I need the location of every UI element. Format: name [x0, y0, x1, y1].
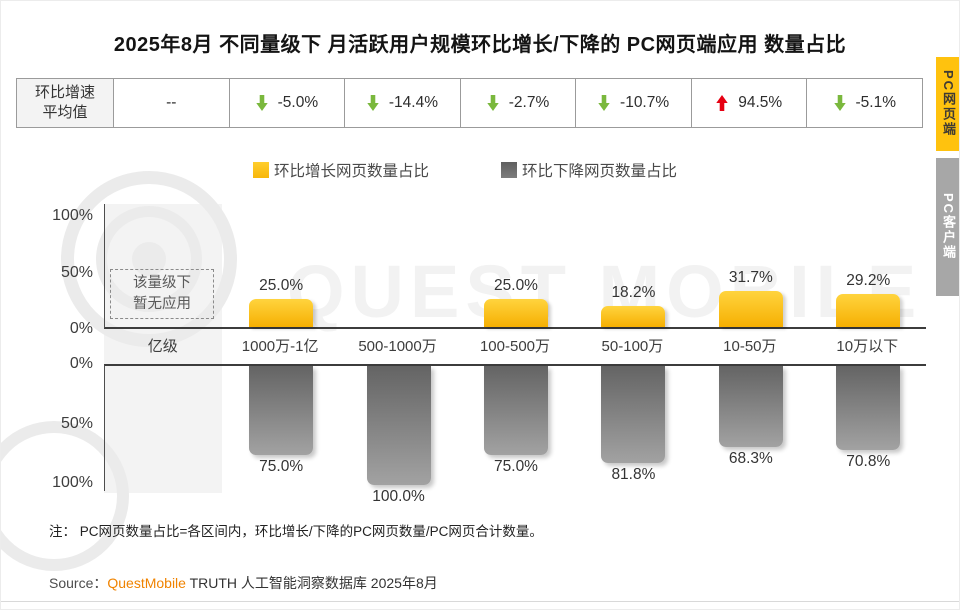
arrow-down-icon: [255, 95, 268, 111]
y-tick-label: 0%: [69, 355, 93, 372]
summary-value: --: [166, 94, 177, 111]
bottom-divider: [1, 601, 959, 602]
decline-bar: [601, 366, 666, 464]
arrow-down-icon: [833, 95, 846, 111]
source-line: Source：QuestMobile TRUTH 人工智能洞察数据库 2025年…: [49, 573, 438, 593]
growth-value-label: 18.2%: [611, 284, 656, 302]
source-brand: QuestMobile: [107, 575, 186, 591]
footnote: 注： PC网页数量占比=各区间内，环比增长/下降的PC网页数量/PC网页合计数量…: [49, 524, 543, 539]
summary-cell-2: -14.4%: [344, 79, 460, 127]
arrow-down-icon: [598, 95, 610, 111]
growth-bar: [484, 298, 548, 327]
summary-value: -5.1%: [855, 94, 897, 111]
growth-bar: [249, 298, 314, 327]
tab-pc-client[interactable]: PC客户端: [936, 158, 959, 296]
tab-pc-web-label: PC网页端: [941, 70, 956, 138]
y-tick-label: 0%: [69, 320, 93, 337]
category-axis: 亿级 1000万-1亿 500-1000万 100-500万 50-100万 10-50万…: [104, 335, 926, 359]
decline-value-label: 75.0%: [259, 458, 304, 476]
category-label: 10-50万: [723, 338, 777, 355]
category-label: 1000万-1亿: [241, 338, 319, 355]
arrow-up-icon: [716, 95, 728, 111]
decline-value-label: 75.0%: [494, 458, 538, 476]
growth-bar: [601, 306, 666, 327]
category-label: 50-100万: [601, 338, 664, 355]
arrow-down-icon: [487, 95, 499, 111]
source-suffix: TRUTH 人工智能洞察数据库 2025年8月: [185, 575, 438, 591]
avg-growth-table: 环比增速 平均值 -- -5.0% -14.4% -2.7% -10.7% 94.5% -5…: [16, 78, 923, 128]
watermark-logo-inner-ring: [96, 206, 202, 312]
page-title: 2025年8月 不同量级下 月活跃用户规模环比增长/下降的 PC网页端应用 数量…: [113, 34, 847, 56]
decline-bar: [249, 366, 314, 456]
avg-growth-header-line1: 环比增速: [34, 84, 95, 101]
summary-cell-6: -5.1%: [806, 79, 922, 127]
tab-pc-web[interactable]: PC网页端: [936, 57, 959, 151]
growth-swatch-icon: [252, 162, 269, 178]
summary-cell-3: -2.7%: [459, 79, 576, 127]
bottom-plot: 75.0% 100.0% 75.0% 81.8% 68.3% 70.8%: [104, 364, 926, 505]
growth-value-label: 31.7%: [728, 269, 773, 287]
decline-value-label: 81.8%: [611, 466, 656, 484]
decline-value-label: 100.0%: [372, 488, 425, 505]
legend-label-decline: 环比下降网页数量占比: [522, 163, 678, 180]
category-label: 10万以下: [836, 338, 899, 355]
avg-growth-header-line2: 平均值: [42, 104, 88, 121]
legend: 环比增长网页数量占比 环比下降网页数量占比: [1, 159, 929, 181]
no-apps-note-line2: 暂无应用: [133, 296, 191, 312]
summary-values: -- -5.0% -14.4% -2.7% -10.7% 94.5% -5.1%: [113, 79, 922, 127]
avg-growth-table-header: 环比增速 平均值: [17, 79, 113, 127]
growth-bar: [836, 294, 901, 327]
summary-cell-1: -5.0%: [228, 79, 345, 127]
summary-value: 94.5%: [738, 94, 783, 111]
no-apps-note: 该量级下 暂无应用: [110, 269, 214, 319]
top-plot: 25.0% 25.0% 18.2% 31.7% 29.2%: [104, 204, 926, 329]
no-apps-note-line1: 该量级下: [133, 275, 191, 291]
decline-bar: [366, 366, 431, 485]
summary-value: -10.7%: [620, 94, 670, 111]
growth-value-label: 25.0%: [259, 276, 304, 294]
growth-value-label: 29.2%: [846, 272, 891, 290]
category-label: 500-1000万: [358, 338, 437, 355]
decline-value-label: 70.8%: [846, 453, 891, 471]
growth-bar: [718, 291, 783, 327]
arrow-down-icon: [367, 95, 379, 111]
decline-swatch-icon: [501, 162, 517, 178]
watermark-logo-dot: [132, 242, 166, 276]
summary-cell-0: --: [113, 79, 229, 127]
summary-value: -5.0%: [277, 94, 319, 111]
tab-pc-client-label: PC客户端: [941, 193, 956, 261]
growth-value-label: 25.0%: [494, 276, 538, 294]
summary-value: -14.4%: [388, 94, 438, 111]
legend-item-decline: 环比下降网页数量占比: [501, 159, 677, 181]
source-prefix: Source：: [49, 575, 108, 591]
decline-value-label: 68.3%: [728, 450, 773, 468]
decline-bar: [836, 366, 901, 451]
legend-label-growth: 环比增长网页数量占比: [273, 163, 429, 180]
summary-cell-5: 94.5%: [690, 79, 807, 127]
summary-cell-4: -10.7%: [575, 79, 691, 127]
legend-item-growth: 环比增长网页数量占比: [252, 159, 429, 181]
summary-value: -2.7%: [508, 94, 550, 111]
category-label: 亿级: [147, 338, 178, 355]
decline-bar: [718, 366, 783, 448]
decline-bar: [484, 366, 548, 456]
category-label: 100-500万: [479, 338, 551, 355]
